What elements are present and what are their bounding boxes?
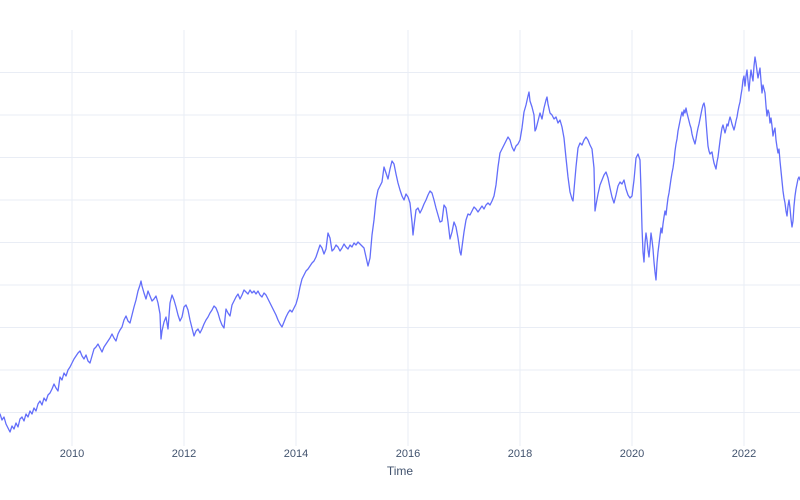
x-tick-label: 2016 <box>395 448 421 460</box>
x-tick-label: 2012 <box>171 448 197 460</box>
x-tick-label: 2014 <box>283 448 309 460</box>
x-axis-title: Time <box>386 464 414 478</box>
x-tick-label: 2010 <box>59 448 85 460</box>
x-tick-label: 2020 <box>619 448 645 460</box>
price-series-line[interactable] <box>0 56 800 433</box>
x-tick-label: 2018 <box>507 448 533 460</box>
x-tick-label: 2022 <box>731 448 757 460</box>
